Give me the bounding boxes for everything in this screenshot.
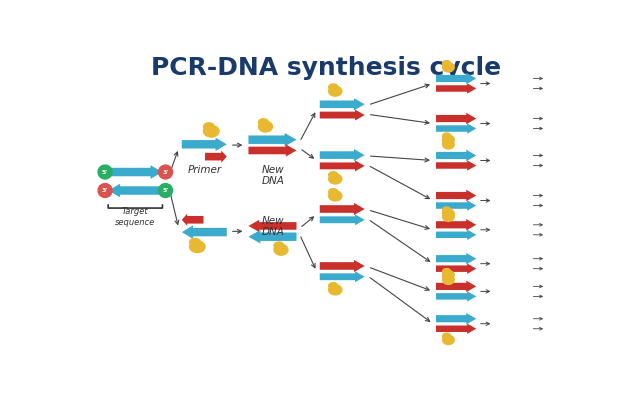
Text: Target
sequence: Target sequence	[115, 208, 155, 227]
Ellipse shape	[443, 212, 454, 221]
Ellipse shape	[443, 61, 451, 67]
Text: 5': 5'	[162, 188, 169, 193]
Ellipse shape	[443, 138, 451, 144]
FancyArrow shape	[320, 160, 364, 171]
FancyArrow shape	[249, 133, 296, 147]
FancyArrow shape	[436, 113, 476, 124]
FancyArrow shape	[320, 214, 364, 225]
Ellipse shape	[443, 333, 451, 339]
Ellipse shape	[443, 63, 454, 72]
Ellipse shape	[258, 119, 268, 126]
FancyArrow shape	[436, 263, 476, 274]
FancyArrow shape	[320, 149, 364, 161]
FancyArrow shape	[436, 253, 476, 265]
Text: 3': 3'	[102, 188, 108, 193]
FancyArrow shape	[436, 291, 476, 302]
FancyArrow shape	[108, 165, 162, 179]
FancyArrow shape	[182, 214, 204, 226]
Ellipse shape	[443, 275, 454, 284]
Ellipse shape	[329, 174, 342, 184]
FancyArrow shape	[108, 184, 162, 197]
FancyArrow shape	[436, 150, 476, 161]
FancyArrow shape	[436, 123, 476, 134]
Circle shape	[158, 184, 172, 197]
Ellipse shape	[329, 172, 338, 178]
Ellipse shape	[443, 207, 451, 213]
FancyArrow shape	[436, 190, 476, 201]
Text: PCR-DNA synthesis cycle: PCR-DNA synthesis cycle	[151, 56, 501, 80]
Ellipse shape	[443, 133, 451, 139]
FancyArrow shape	[436, 219, 476, 230]
Text: New
DNA: New DNA	[262, 165, 285, 186]
Circle shape	[98, 184, 112, 197]
Ellipse shape	[190, 241, 205, 252]
FancyArrow shape	[436, 200, 476, 211]
Text: 5': 5'	[102, 170, 108, 175]
Ellipse shape	[329, 86, 342, 96]
Ellipse shape	[329, 282, 338, 289]
FancyArrow shape	[436, 73, 476, 84]
Ellipse shape	[443, 135, 454, 144]
Ellipse shape	[329, 285, 342, 295]
FancyArrow shape	[205, 151, 227, 163]
FancyArrow shape	[320, 109, 364, 120]
Ellipse shape	[329, 191, 342, 201]
Ellipse shape	[443, 209, 454, 218]
FancyArrow shape	[320, 260, 364, 272]
FancyArrow shape	[249, 230, 296, 243]
Ellipse shape	[204, 123, 214, 130]
FancyArrow shape	[436, 313, 476, 324]
Ellipse shape	[190, 239, 200, 246]
FancyArrow shape	[436, 324, 476, 334]
FancyArrow shape	[436, 230, 476, 240]
FancyArrow shape	[182, 138, 227, 151]
Text: Primer: Primer	[188, 165, 222, 175]
Circle shape	[98, 165, 112, 179]
Ellipse shape	[274, 245, 288, 255]
Ellipse shape	[443, 210, 451, 216]
Text: New
DNA: New DNA	[262, 216, 285, 237]
Ellipse shape	[443, 335, 454, 344]
Ellipse shape	[329, 189, 338, 195]
Ellipse shape	[258, 121, 272, 132]
FancyArrow shape	[320, 203, 364, 215]
Ellipse shape	[443, 271, 454, 280]
Ellipse shape	[443, 269, 451, 275]
FancyArrow shape	[436, 160, 476, 171]
Ellipse shape	[274, 242, 284, 249]
FancyArrow shape	[182, 225, 227, 239]
FancyArrow shape	[249, 144, 296, 157]
FancyArrow shape	[320, 98, 364, 110]
Ellipse shape	[443, 140, 454, 149]
Ellipse shape	[329, 84, 338, 90]
Text: 3': 3'	[162, 170, 169, 175]
Ellipse shape	[443, 273, 451, 279]
Ellipse shape	[204, 125, 219, 137]
FancyArrow shape	[436, 280, 476, 292]
Circle shape	[158, 165, 172, 179]
FancyArrow shape	[436, 83, 476, 94]
FancyArrow shape	[249, 220, 296, 232]
FancyArrow shape	[320, 271, 364, 282]
